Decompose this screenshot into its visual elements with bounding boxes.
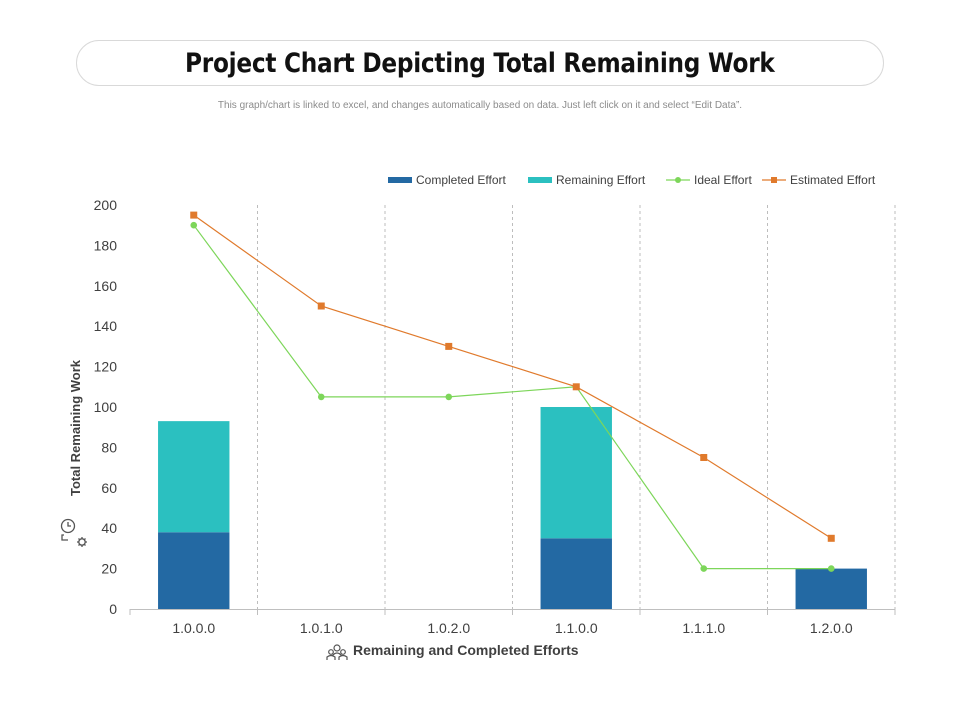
y-tick-label: 40 xyxy=(101,520,117,536)
bar-completed-effort xyxy=(540,538,612,609)
chart-bars xyxy=(158,407,867,609)
bar-completed-effort xyxy=(795,568,867,609)
point-ideal-effort xyxy=(827,565,835,572)
page-subtitle: This graph/chart is linked to excel, and… xyxy=(217,100,743,111)
chart-lines xyxy=(190,211,835,572)
legend-item: Estimated Effort xyxy=(762,173,876,187)
x-tick-label: 1.1.0.0 xyxy=(555,620,598,636)
point-estimated-effort xyxy=(190,211,198,219)
legend-marker xyxy=(675,177,681,183)
legend-item: Remaining Effort xyxy=(528,173,646,187)
x-axis-label: Remaining and Completed Efforts xyxy=(353,642,579,658)
x-tick-label: 1.1.1.0 xyxy=(682,620,725,636)
point-estimated-effort xyxy=(317,302,325,310)
chart-grid xyxy=(129,205,896,615)
legend-item: Ideal Effort xyxy=(666,173,752,187)
legend-label: Completed Effort xyxy=(416,173,506,187)
clock-gear-icon xyxy=(60,518,87,547)
point-estimated-effort xyxy=(445,342,453,350)
y-tick-label: 60 xyxy=(101,480,117,496)
point-estimated-effort xyxy=(700,454,708,461)
team-icon xyxy=(326,644,348,660)
legend-swatch xyxy=(388,177,412,183)
point-ideal-effort xyxy=(190,221,198,229)
legend-swatch xyxy=(528,177,552,183)
y-axis-label: Total Remaining Work xyxy=(68,359,83,496)
point-ideal-effort xyxy=(445,393,453,401)
y-tick-label: 80 xyxy=(101,439,117,455)
bar-completed-effort xyxy=(158,532,230,609)
legend-label: Ideal Effort xyxy=(694,173,752,187)
y-tick-label: 0 xyxy=(109,601,117,617)
legend-item: Completed Effort xyxy=(388,173,506,187)
y-tick-label: 120 xyxy=(94,359,118,375)
x-tick-label: 1.0.1.0 xyxy=(300,620,343,636)
y-tick-label: 180 xyxy=(94,237,118,253)
title-box: Project Chart Depicting Total Remaining … xyxy=(76,40,884,86)
point-estimated-effort xyxy=(572,383,580,391)
line-ideal-effort xyxy=(193,224,832,570)
chart-legend: Completed Effort Remaining Effort Ideal Ef… xyxy=(388,173,876,187)
point-estimated-effort xyxy=(827,534,835,542)
y-tick-label: 140 xyxy=(94,318,118,334)
y-tick-label: 160 xyxy=(94,278,118,294)
x-tick-label: 1.2.0.0 xyxy=(810,620,853,636)
point-ideal-effort xyxy=(317,393,325,401)
y-axis-ticks: 0 20 40 60 80 100 120 140 160 180 200 xyxy=(94,197,118,617)
legend-label: Estimated Effort xyxy=(790,173,876,187)
page-title: Project Chart Depicting Total Remaining … xyxy=(185,47,775,79)
y-tick-label: 20 xyxy=(101,561,117,577)
y-tick-label: 200 xyxy=(94,197,118,213)
x-tick-label: 1.0.0.0 xyxy=(172,620,215,636)
legend-label: Remaining Effort xyxy=(556,173,646,187)
legend-marker xyxy=(771,177,777,183)
x-axis-ticks: 1.0.0.0 1.0.1.0 1.0.2.0 1.1.0.0 1.1.1.0 1.2.0… xyxy=(172,620,853,636)
point-ideal-effort xyxy=(700,565,708,572)
x-tick-label: 1.0.2.0 xyxy=(427,620,470,636)
bar-remaining-effort xyxy=(540,407,612,539)
bar-remaining-effort xyxy=(158,421,230,533)
y-tick-label: 100 xyxy=(94,399,118,415)
line-estimated-effort xyxy=(193,214,832,539)
